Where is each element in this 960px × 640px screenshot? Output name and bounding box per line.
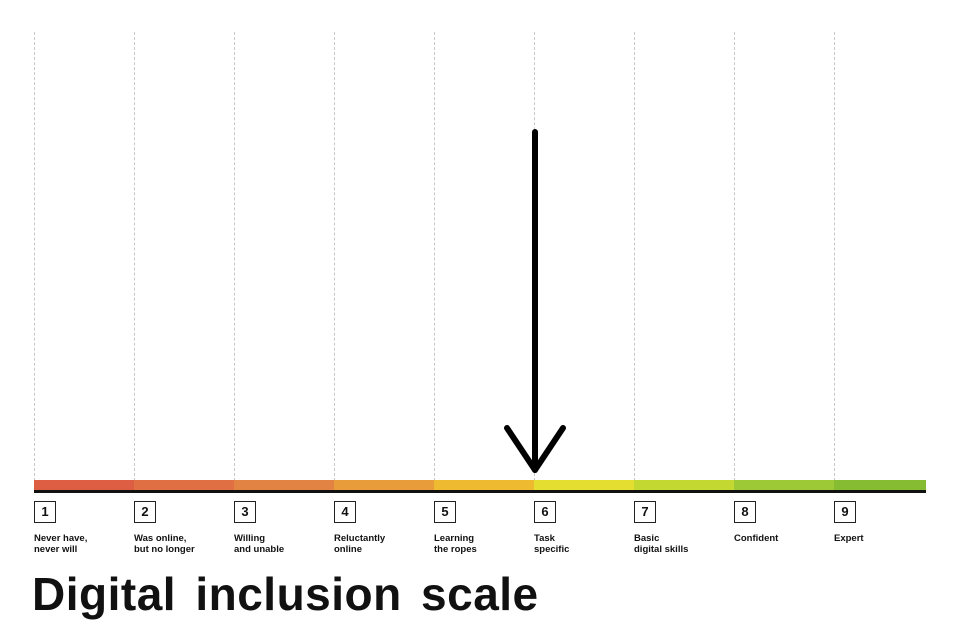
gridline	[634, 32, 635, 481]
stage-label-5: Learning the ropes	[434, 533, 477, 555]
stage-label-8: Confident	[734, 533, 779, 544]
gridline	[434, 32, 435, 481]
gridline	[334, 32, 335, 481]
stage-number-1: 1	[34, 501, 56, 523]
stage-label-6: Task specific	[534, 533, 570, 555]
stage-label-4: Reluctantly online	[334, 533, 386, 555]
stage-number-9: 9	[834, 501, 856, 523]
stage-label-2: Was online, but no longer	[134, 533, 195, 555]
stage-number-6: 6	[534, 501, 556, 523]
stage-number-2: 2	[134, 501, 156, 523]
stage-label-9: Expert	[834, 533, 864, 544]
stage-number-8: 8	[734, 501, 756, 523]
stage-number-4: 4	[334, 501, 356, 523]
stage-label-3: Willing and unable	[234, 533, 285, 555]
scale-segment-8	[734, 480, 834, 490]
stage-label-1: Never have, never will	[34, 533, 88, 555]
gridline	[234, 32, 235, 481]
scale-segment-4	[334, 480, 434, 490]
scale-segment-5	[434, 480, 534, 490]
gridline	[834, 32, 835, 481]
page-title: Digital inclusion scale	[32, 568, 539, 620]
scale-baseline	[34, 490, 926, 493]
stage-number-5: 5	[434, 501, 456, 523]
scale-segment-2	[134, 480, 234, 490]
gridline	[734, 32, 735, 481]
gridline	[134, 32, 135, 481]
stage-number-7: 7	[634, 501, 656, 523]
scale-segment-9	[834, 480, 926, 490]
scale-segment-3	[234, 480, 334, 490]
scale-segment-7	[634, 480, 734, 490]
scale-segment-6	[534, 480, 634, 490]
stage-label-7: Basic digital skills	[634, 533, 689, 555]
gridline	[34, 32, 35, 481]
stage-number-3: 3	[234, 501, 256, 523]
scale-segment-1	[34, 480, 134, 490]
